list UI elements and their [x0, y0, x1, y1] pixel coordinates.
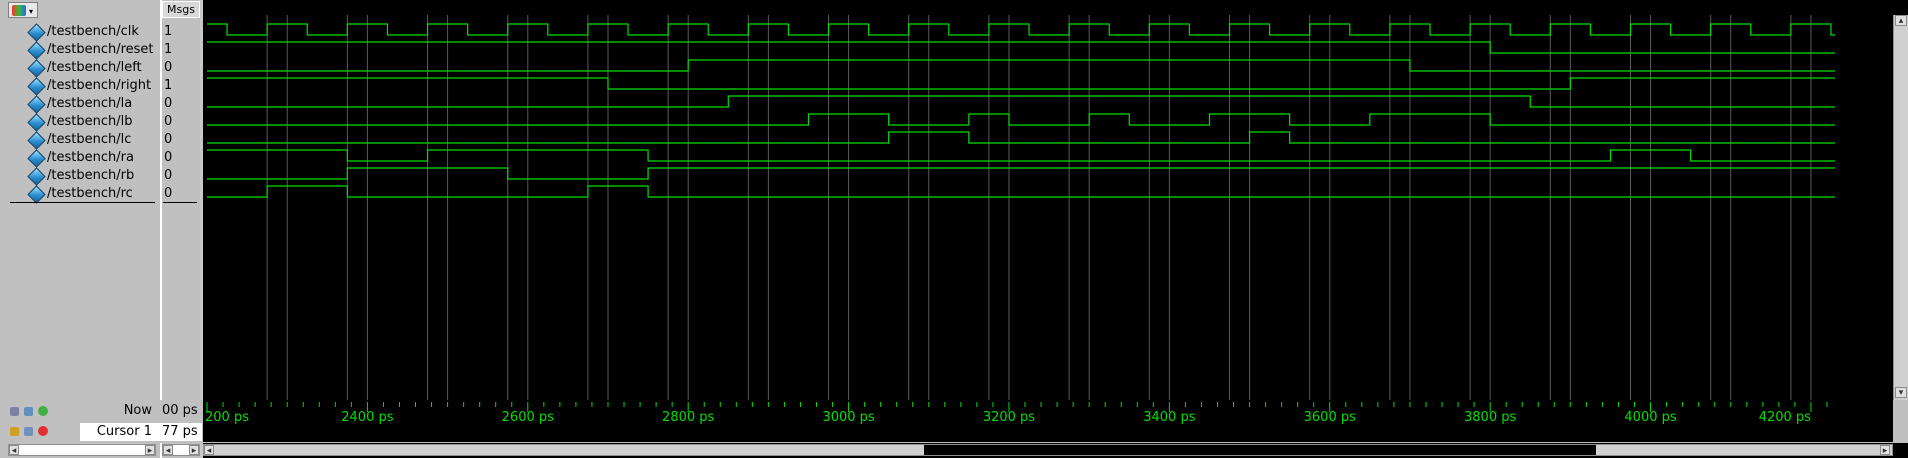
ruler-tick-label: 2800 ps: [662, 410, 714, 425]
signal-value: 1: [164, 42, 173, 57]
waveform-left[interactable]: [207, 59, 1835, 72]
now-value: 00 ps: [162, 403, 198, 418]
signal-value: 0: [164, 96, 173, 111]
wave-scroll-right[interactable]: ▸: [1880, 445, 1890, 456]
ruler-background: [203, 400, 1893, 442]
ruler-tick-label: 2600 ps: [502, 410, 554, 425]
signal-value: 0: [164, 186, 173, 201]
add-wave-icon[interactable]: [24, 407, 33, 416]
scroll-down-button[interactable]: ▾: [1895, 387, 1907, 398]
pane-splitter[interactable]: [200, 0, 203, 458]
waveform-la[interactable]: [207, 95, 1835, 108]
signal-name[interactable]: /testbench/lb: [47, 114, 133, 129]
palette-icon: [12, 5, 26, 16]
ruler-tick-label: 3200 ps: [983, 410, 1035, 425]
toolbar-icon-button[interactable]: ▾: [8, 2, 38, 18]
names-hscrollbar[interactable]: ◂ ▸: [8, 444, 156, 456]
ruler-tick-label: 3400 ps: [1143, 410, 1195, 425]
msgs-header: Msgs: [162, 1, 200, 18]
signal-name[interactable]: /testbench/rc: [47, 186, 133, 201]
waveform-clk[interactable]: [207, 23, 1835, 36]
zoom-icon[interactable]: [10, 407, 19, 416]
ruler-tick-label: 3000 ps: [822, 410, 874, 425]
chevron-down-icon: ▾: [29, 7, 34, 16]
signal-value: 0: [164, 150, 173, 165]
values-divider: [163, 202, 197, 203]
now-label: Now: [123, 403, 152, 418]
ruler-tick-label: 4000 ps: [1624, 410, 1676, 425]
lock-icon[interactable]: [10, 427, 19, 436]
delete-cursor-icon[interactable]: [38, 426, 48, 436]
values-hscrollbar[interactable]: ◂ ▸: [162, 444, 200, 456]
ruler-tick-label: 3600 ps: [1304, 410, 1356, 425]
signal-name[interactable]: /testbench/ra: [47, 150, 134, 165]
waveform-reset[interactable]: [207, 41, 1835, 54]
cursor-value: 77 ps: [160, 423, 202, 441]
cursor-label[interactable]: Cursor 1: [80, 423, 160, 441]
signal-name[interactable]: /testbench/rb: [47, 168, 135, 183]
signal-name[interactable]: /testbench/clk: [47, 24, 139, 39]
signal-name[interactable]: /testbench/left: [47, 60, 142, 75]
ruler-tick-label: 200 ps: [205, 410, 249, 425]
ruler-tick-label: 3800 ps: [1464, 410, 1516, 425]
names-scroll-left[interactable]: ◂: [9, 445, 19, 456]
signal-name[interactable]: /testbench/la: [47, 96, 133, 111]
waveform-canvas[interactable]: [203, 15, 1893, 400]
waveform-rc[interactable]: [207, 185, 1835, 198]
signal-value: 0: [164, 168, 173, 183]
signal-name[interactable]: /testbench/lc: [47, 132, 132, 147]
waveform-lb[interactable]: [207, 113, 1835, 126]
values-panel: [160, 0, 201, 458]
waveform-ra[interactable]: [207, 149, 1835, 162]
timeline-ruler[interactable]: 200 ps 2400 ps 2600 ps 2800 ps 3000 ps 3200 p…: [203, 400, 1893, 442]
ruler-tick-label: 2400 ps: [341, 410, 393, 425]
signal-name[interactable]: /testbench/right: [47, 78, 152, 93]
wave-scroll-thumb[interactable]: [924, 445, 1596, 455]
signal-value: 1: [164, 78, 173, 93]
signal-name[interactable]: /testbench/reset: [47, 42, 154, 57]
signal-name-panel: [0, 0, 160, 458]
ruler-tick-label: 4200 ps: [1759, 410, 1811, 425]
waveform-rb[interactable]: [207, 167, 1835, 180]
waveform-lc[interactable]: [207, 131, 1835, 144]
add-cursor-icon[interactable]: [38, 406, 48, 416]
signal-value: 1: [164, 24, 173, 39]
edit-icon[interactable]: [24, 427, 33, 436]
names-scroll-right[interactable]: ▸: [145, 445, 155, 456]
values-scroll-right[interactable]: ▸: [189, 445, 199, 456]
wave-scroll-left[interactable]: ◂: [204, 445, 214, 456]
signal-value: 0: [164, 132, 173, 147]
vertical-scrollbar[interactable]: ▴ ▾: [1893, 15, 1908, 400]
names-divider: [10, 202, 155, 203]
values-scroll-left[interactable]: ◂: [163, 445, 173, 456]
waveform-right[interactable]: [207, 77, 1835, 90]
scroll-up-button[interactable]: ▴: [1895, 15, 1907, 26]
signal-value: 0: [164, 114, 173, 129]
wave-hscrollbar[interactable]: ◂ ▸: [203, 444, 1893, 456]
signal-value: 0: [164, 60, 173, 75]
